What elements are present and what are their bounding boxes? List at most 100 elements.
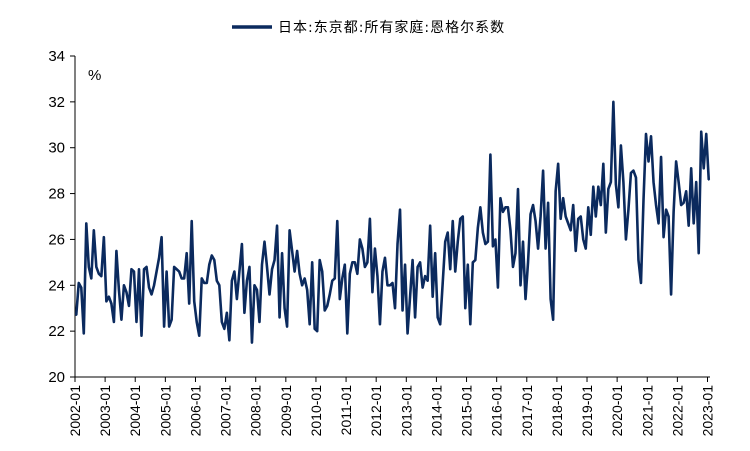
data-point xyxy=(133,270,135,273)
y-tick-label: 22 xyxy=(48,323,65,340)
data-point xyxy=(241,243,243,245)
x-tick-label: 2006-01 xyxy=(187,385,203,437)
x-ticks: 2002-01 2003-01 2004-01 2005-01 2006-01 2007-… xyxy=(67,377,715,436)
data-point xyxy=(527,261,529,264)
data-point xyxy=(253,284,256,287)
x-tick-label: 2021-01 xyxy=(639,385,655,437)
data-point xyxy=(444,240,447,243)
data-point xyxy=(604,231,607,234)
data-point xyxy=(283,307,286,310)
data-point xyxy=(363,266,366,268)
data-point xyxy=(248,266,251,268)
data-point xyxy=(597,185,600,188)
data-point xyxy=(602,162,605,165)
data-point xyxy=(153,284,155,287)
data-point xyxy=(562,197,565,200)
data-point xyxy=(394,307,396,310)
data-point xyxy=(529,213,532,216)
data-point xyxy=(238,270,241,273)
data-point xyxy=(426,279,429,282)
data-point xyxy=(486,240,489,243)
data-point xyxy=(411,259,414,261)
data-point xyxy=(301,284,304,287)
data-point xyxy=(338,298,341,300)
data-point xyxy=(662,236,665,239)
data-point xyxy=(504,206,507,209)
x-tick-label: 2014-01 xyxy=(428,385,444,437)
data-point xyxy=(276,224,278,227)
data-point xyxy=(278,316,281,319)
data-point xyxy=(333,277,336,280)
data-point xyxy=(353,261,356,264)
data-point xyxy=(695,181,698,184)
data-point xyxy=(195,321,198,323)
data-point xyxy=(205,282,208,284)
x-tick-label: 2012-01 xyxy=(368,385,384,437)
data-point xyxy=(271,268,273,271)
data-point xyxy=(682,201,685,204)
data-point xyxy=(697,252,700,255)
data-point xyxy=(637,259,640,261)
data-point xyxy=(492,245,494,248)
data-point xyxy=(165,270,168,273)
data-point xyxy=(705,133,708,135)
data-point xyxy=(268,293,271,296)
data-point xyxy=(549,298,552,300)
data-point xyxy=(246,279,248,282)
data-point xyxy=(479,206,482,209)
data-point xyxy=(145,266,148,268)
data-point xyxy=(592,185,595,188)
data-point xyxy=(251,341,253,344)
data-point xyxy=(567,222,570,225)
data-point xyxy=(416,266,419,268)
data-point xyxy=(509,229,512,232)
data-point xyxy=(577,217,580,220)
data-point xyxy=(497,286,499,289)
series-points xyxy=(75,100,710,344)
data-point xyxy=(642,199,645,202)
data-point xyxy=(396,243,399,245)
data-point xyxy=(700,130,703,133)
data-point xyxy=(188,302,191,305)
y-tick-label: 32 xyxy=(48,94,65,111)
x-tick-label: 2020-01 xyxy=(609,385,625,437)
y-tick-label: 20 xyxy=(48,369,65,386)
data-point xyxy=(607,188,610,190)
data-point xyxy=(441,282,444,284)
x-tick-label: 2010-01 xyxy=(308,385,324,437)
data-point xyxy=(185,252,188,255)
data-point xyxy=(328,293,331,296)
data-point xyxy=(569,229,572,232)
data-point xyxy=(414,316,416,319)
data-point xyxy=(298,272,301,275)
data-point xyxy=(484,243,487,245)
data-point xyxy=(293,270,296,273)
data-point xyxy=(341,277,344,280)
data-point xyxy=(707,178,710,181)
data-point xyxy=(552,318,555,321)
data-point xyxy=(657,222,660,225)
data-point xyxy=(288,229,291,232)
x-tick-label: 2008-01 xyxy=(248,385,264,437)
data-point xyxy=(316,330,319,333)
data-point xyxy=(534,220,537,222)
data-point xyxy=(544,247,547,250)
data-point xyxy=(522,240,524,243)
data-point xyxy=(273,259,276,261)
data-point xyxy=(228,339,231,342)
data-point xyxy=(326,305,329,307)
data-point xyxy=(655,204,657,206)
x-tick-label: 2019-01 xyxy=(579,385,595,437)
data-point xyxy=(652,181,655,184)
data-point xyxy=(225,311,228,314)
data-point xyxy=(123,284,125,287)
legend-label: 日本:东京都:所有家庭:恩格尔系数 xyxy=(278,19,505,36)
y-tick-label: 28 xyxy=(48,186,65,203)
data-point xyxy=(672,211,675,213)
data-point xyxy=(113,321,115,323)
y-tick-label: 24 xyxy=(48,277,65,294)
x-tick-label: 2011-01 xyxy=(338,385,354,436)
data-point xyxy=(140,334,143,337)
data-point xyxy=(564,215,567,218)
data-point xyxy=(667,215,670,218)
